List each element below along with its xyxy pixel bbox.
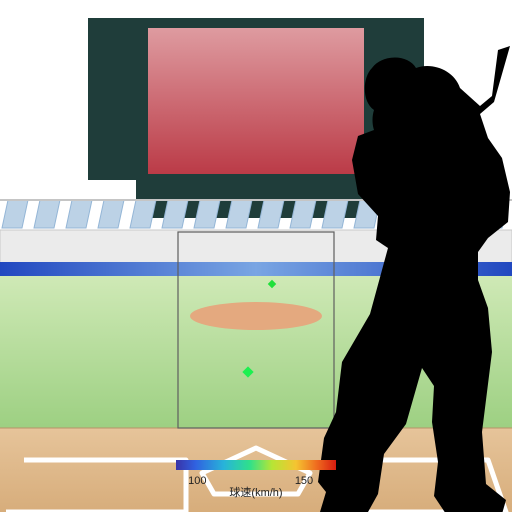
legend-tick: 100 — [188, 475, 206, 487]
pitch-chart: 100 150 球速(km/h) — [0, 0, 512, 512]
legend-label: 球速(km/h) — [229, 485, 282, 499]
scene-svg: 100 150 球速(km/h) — [0, 0, 512, 512]
pitchers-mound — [190, 302, 322, 330]
legend-tick: 150 — [295, 475, 313, 487]
